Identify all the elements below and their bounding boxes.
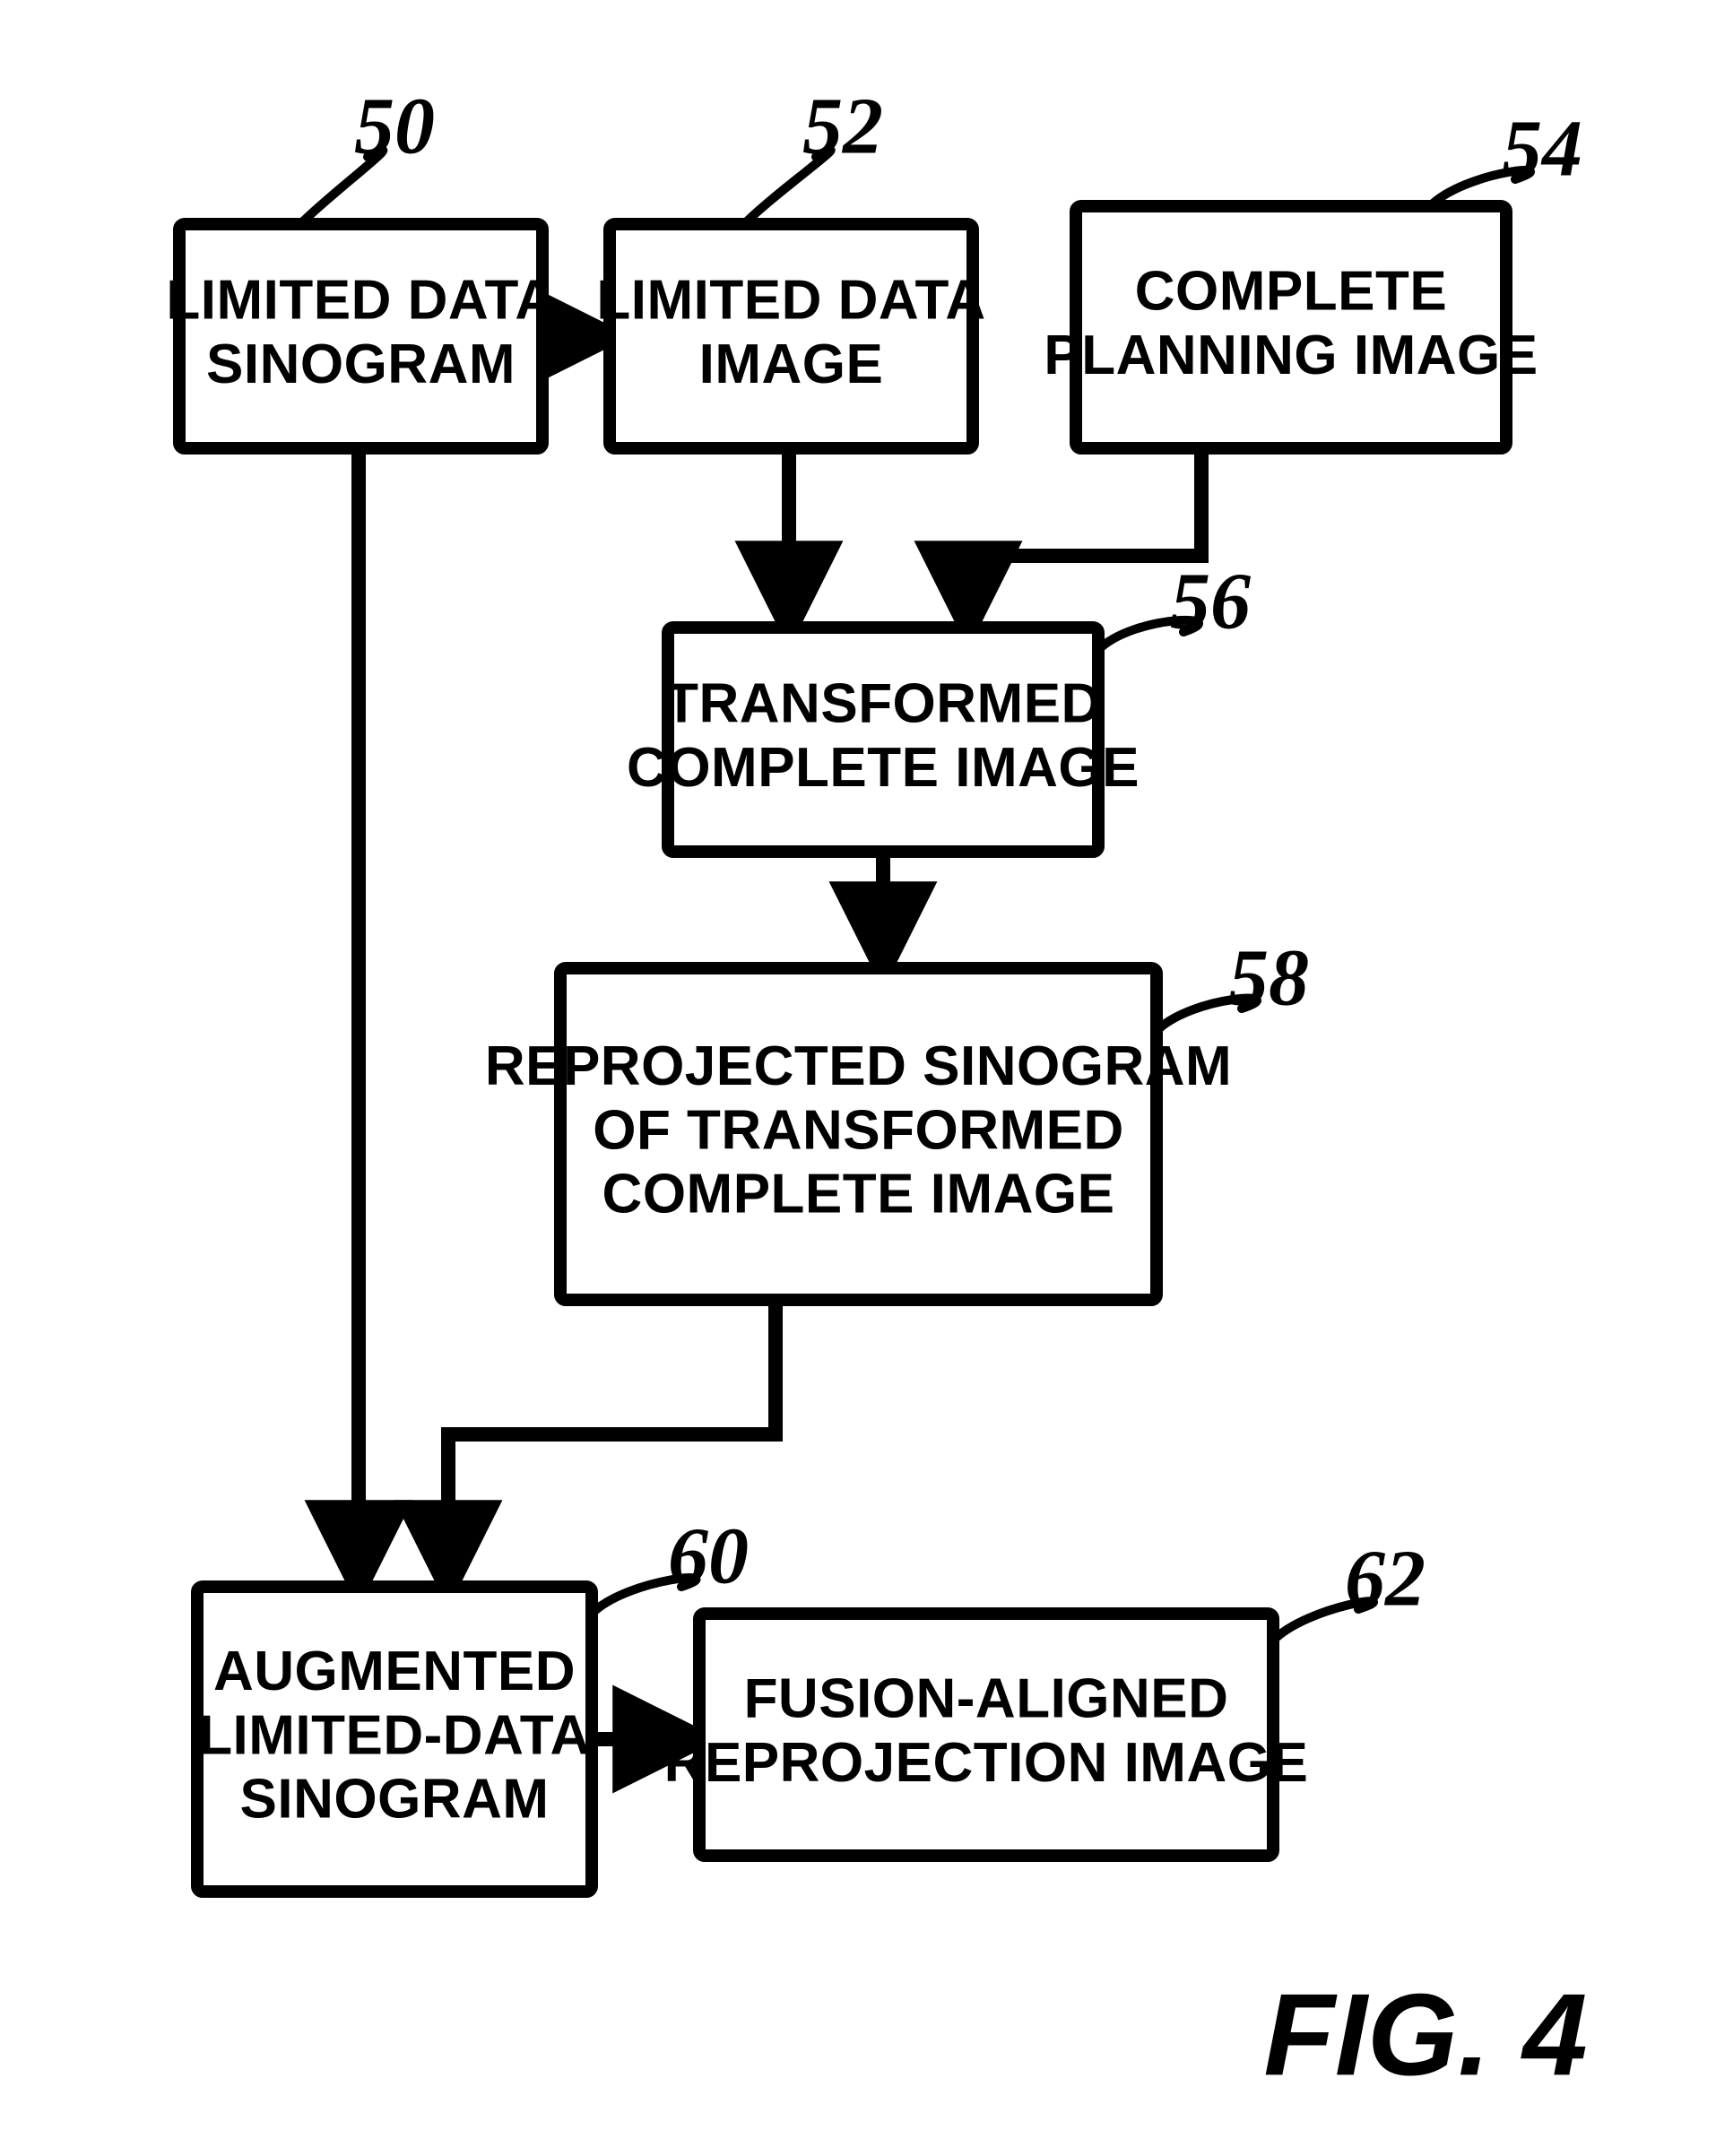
ref-62: 62 [1273, 1535, 1426, 1641]
ref-label: 58 [1228, 934, 1309, 1023]
node-label: REPROJECTION IMAGE [664, 1732, 1309, 1794]
node-n52: LIMITED DATAIMAGE [596, 224, 985, 448]
node-n58: REPROJECTED SINOGRAMOF TRANSFORMEDCOMPLE… [485, 968, 1232, 1300]
node-label: REPROJECTED SINOGRAM [485, 1035, 1232, 1097]
figure-label: FIG. 4 [1263, 1969, 1587, 2100]
node-label: SINOGRAM [206, 333, 516, 395]
ref-58: 58 [1157, 934, 1309, 1031]
ref-52: 52 [744, 82, 883, 224]
ref-label: 56 [1170, 558, 1251, 646]
edge-n54-n56 [968, 448, 1201, 628]
ref-54: 54 [1430, 105, 1582, 206]
node-label: LIMITED-DATA [198, 1704, 591, 1766]
node-n50: LIMITED DATASINOGRAM [166, 224, 555, 448]
ref-label: 60 [668, 1512, 749, 1601]
node-label: LIMITED DATA [166, 270, 555, 332]
ref-label: 62 [1345, 1535, 1426, 1623]
node-label: COMPLETE IMAGE [627, 737, 1140, 799]
node-label: COMPLETE IMAGE [602, 1164, 1115, 1225]
node-n56: TRANSFORMEDCOMPLETE IMAGE [627, 628, 1140, 852]
node-label: TRANSFORMED [664, 673, 1102, 735]
node-label: AUGMENTED [213, 1641, 576, 1702]
node-n54: COMPLETEPLANNING IMAGE [1044, 206, 1538, 448]
node-label: COMPLETE [1135, 261, 1447, 323]
nodes-layer: LIMITED DATASINOGRAMLIMITED DATAIMAGECOM… [166, 206, 1538, 1892]
ref-60: 60 [592, 1512, 749, 1614]
ref-56: 56 [1098, 558, 1251, 650]
node-label: IMAGE [699, 333, 884, 395]
node-label: OF TRANSFORMED [593, 1099, 1124, 1161]
node-n62: FUSION-ALIGNEDREPROJECTION IMAGE [664, 1614, 1309, 1856]
flowchart-figure: LIMITED DATASINOGRAMLIMITED DATAIMAGECOM… [0, 0, 1716, 2156]
node-label: FUSION-ALIGNED [744, 1668, 1229, 1730]
node-label: PLANNING IMAGE [1044, 325, 1538, 386]
ref-50: 50 [300, 82, 435, 224]
ref-label: 54 [1502, 105, 1582, 194]
ref-label: 50 [354, 82, 435, 171]
node-label: LIMITED DATA [596, 270, 985, 332]
ref-label: 52 [802, 82, 883, 171]
node-n60: AUGMENTEDLIMITED-DATASINOGRAM [197, 1587, 592, 1892]
node-label: SINOGRAM [240, 1769, 550, 1831]
